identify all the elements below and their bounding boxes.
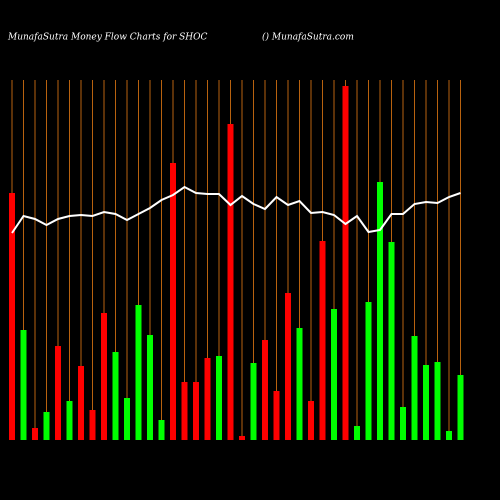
bar xyxy=(158,420,165,440)
bar xyxy=(388,242,395,440)
bar xyxy=(20,330,27,440)
bar xyxy=(457,375,464,440)
bar xyxy=(377,182,383,440)
bar xyxy=(227,124,234,440)
bar xyxy=(250,363,257,440)
bar xyxy=(365,302,372,440)
bar xyxy=(319,241,326,440)
bar xyxy=(239,436,245,440)
bar xyxy=(135,305,142,440)
bar xyxy=(147,335,153,440)
bar xyxy=(308,401,314,440)
bar xyxy=(124,398,130,440)
bar xyxy=(331,309,337,440)
bar xyxy=(66,401,73,440)
bar xyxy=(296,328,303,440)
bar xyxy=(9,193,15,440)
bar xyxy=(446,431,452,440)
chart-subtitle: () MunafaSutra.com xyxy=(262,32,354,43)
bar xyxy=(400,407,406,440)
bar xyxy=(112,352,119,440)
bar xyxy=(262,340,268,440)
bar xyxy=(181,382,188,440)
bar xyxy=(55,346,61,440)
bar xyxy=(32,428,38,440)
bar xyxy=(423,365,429,440)
money-flow-line xyxy=(11,185,461,234)
bar xyxy=(204,358,211,440)
bar xyxy=(101,313,107,440)
bar xyxy=(43,412,50,440)
chart-title: MunafaSutra Money Flow Charts for SHOC xyxy=(7,33,208,43)
bar xyxy=(89,410,96,440)
bar xyxy=(285,293,291,440)
bar xyxy=(193,382,199,440)
bar xyxy=(411,336,418,440)
bar xyxy=(170,163,176,440)
bar xyxy=(78,366,84,440)
bar xyxy=(216,356,222,440)
bar xyxy=(273,391,280,440)
bar xyxy=(354,426,360,440)
bar xyxy=(342,86,349,440)
bar xyxy=(434,362,441,440)
